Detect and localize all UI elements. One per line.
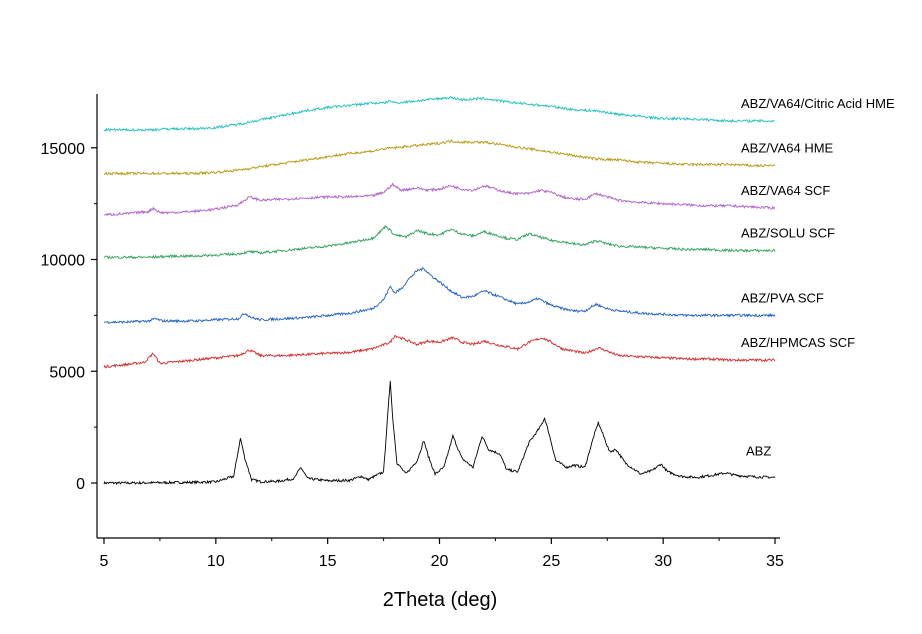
- y-tick-label: 10000: [41, 253, 86, 270]
- x-axis-title: 2Theta (deg): [383, 589, 498, 611]
- series-line-6: [103, 95, 776, 132]
- y-tick-label: 5000: [49, 364, 85, 381]
- x-tick-label: 35: [766, 553, 784, 570]
- series-label-0: ABZ: [746, 443, 771, 458]
- series-label-1: ABZ/HPMCAS SCF: [741, 335, 855, 350]
- series-layer: [103, 95, 776, 486]
- x-tick-label: 15: [319, 553, 337, 570]
- ticks: 5 10 15 20 25 30 35 0 5000 10000 15000: [41, 141, 785, 570]
- y-tick-label: 15000: [41, 141, 86, 158]
- x-tick-label: 5: [100, 553, 109, 570]
- x-tick-label: 30: [654, 553, 672, 570]
- series-label-3: ABZ/SOLU SCF: [741, 226, 835, 241]
- series-label-4: ABZ/VA64 SCF: [741, 183, 830, 198]
- axes: [96, 94, 780, 539]
- x-tick-label: 25: [542, 553, 560, 570]
- series-label-6: ABZ/VA64/Citric Acid HME: [741, 96, 895, 111]
- series-line-4: [103, 182, 776, 217]
- series-line-0: [103, 380, 776, 486]
- series-label-5: ABZ/VA64 HME: [741, 141, 834, 156]
- x-tick-label: 20: [431, 553, 449, 570]
- series-line-1: [103, 335, 776, 369]
- series-line-5: [103, 139, 776, 176]
- series-label-2: ABZ/PVA SCF: [741, 290, 824, 305]
- series-line-3: [103, 224, 776, 260]
- y-tick-label: 0: [76, 476, 85, 493]
- x-tick-label: 10: [207, 553, 225, 570]
- series-labels: ABZ ABZ/HPMCAS SCF ABZ/PVA SCF ABZ/SOLU SCF…: [741, 96, 895, 458]
- series-line-2: [103, 267, 776, 325]
